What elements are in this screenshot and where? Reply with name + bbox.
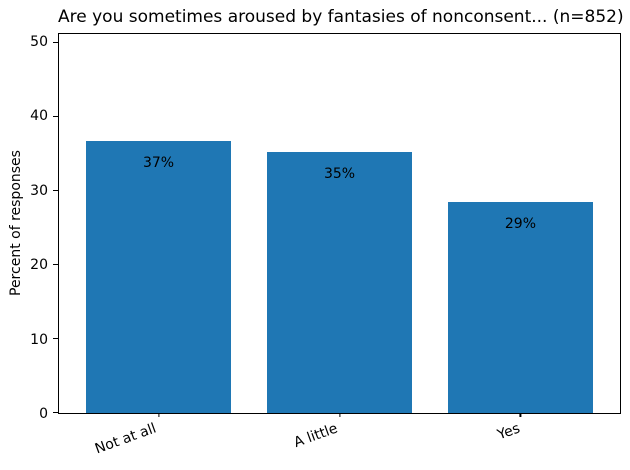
x-tick-mark [157, 413, 160, 417]
bar-value-label: 29% [504, 215, 537, 232]
y-tick-label: 50 [30, 33, 48, 50]
y-tick-mark [53, 115, 58, 118]
x-tick-mark [519, 413, 522, 417]
bar-a-little [267, 152, 412, 413]
y-tick-mark [53, 337, 58, 340]
y-tick-mark [53, 189, 58, 192]
bar-yes [448, 202, 593, 413]
x-axis-tick-labels: Not at all A little Yes [58, 414, 621, 470]
x-tick-label: Not at all [92, 420, 159, 458]
y-tick-label: 30 [30, 182, 48, 199]
plot-area: 37% 35% 29% [53, 33, 621, 417]
y-tick-mark [53, 263, 58, 266]
bar-not-at-all [86, 141, 231, 413]
y-tick-label: 40 [30, 108, 48, 125]
y-tick-label: 0 [39, 406, 48, 422]
x-tick-label: A little [292, 420, 341, 452]
x-tick-mark [338, 413, 341, 417]
y-axis-tick-labels: 0 10 20 30 40 50 [0, 33, 48, 421]
chart-title: Are you sometimes aroused by fantasies o… [58, 7, 624, 27]
y-tick-label: 10 [30, 331, 48, 348]
bar-value-label: 35% [323, 165, 356, 182]
bar-value-label: 37% [142, 154, 175, 171]
y-tick-label: 20 [30, 257, 48, 274]
y-tick-mark [53, 41, 58, 44]
y-tick-mark [53, 412, 58, 414]
x-tick-label: Yes [494, 420, 522, 444]
